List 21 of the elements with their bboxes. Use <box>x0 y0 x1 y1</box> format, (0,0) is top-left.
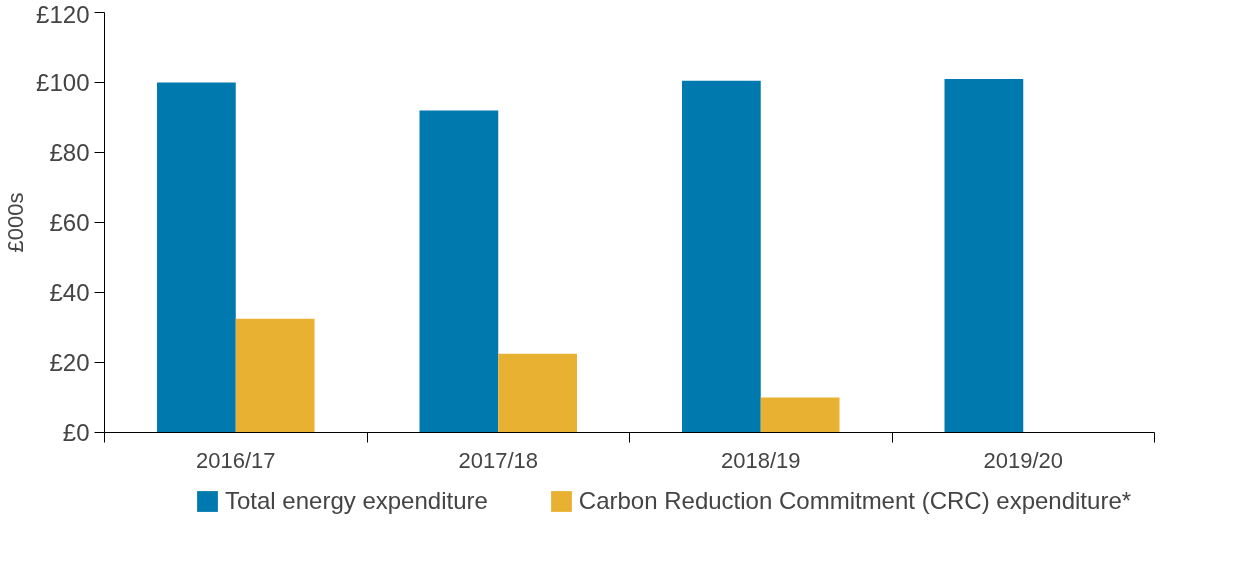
legend-label: Total energy expenditure <box>225 487 488 515</box>
x-tick-label: 2019/20 <box>983 447 1064 473</box>
x-tick-label: 2018/19 <box>720 447 801 473</box>
y-tick-label: £100 <box>36 69 90 96</box>
bar <box>157 82 236 433</box>
legend-label: Carbon Reduction Commitment (CRC) expenditure* <box>578 487 1132 515</box>
y-axis-title: £000s <box>3 192 29 253</box>
y-tick-label: £120 <box>36 0 90 28</box>
bar <box>760 397 840 433</box>
bar <box>235 318 315 433</box>
y-tick-label: £20 <box>49 349 90 376</box>
bar <box>682 80 761 433</box>
y-tick-label: £60 <box>49 209 90 236</box>
bar <box>419 110 499 433</box>
bar <box>498 353 577 433</box>
x-tick-label: 2017/18 <box>458 447 539 473</box>
x-tick-label: 2016/17 <box>195 447 276 473</box>
y-tick-label: £40 <box>49 279 90 306</box>
bar <box>944 79 1024 433</box>
y-tick-label: £0 <box>62 419 90 446</box>
y-tick-label: £80 <box>49 139 90 166</box>
